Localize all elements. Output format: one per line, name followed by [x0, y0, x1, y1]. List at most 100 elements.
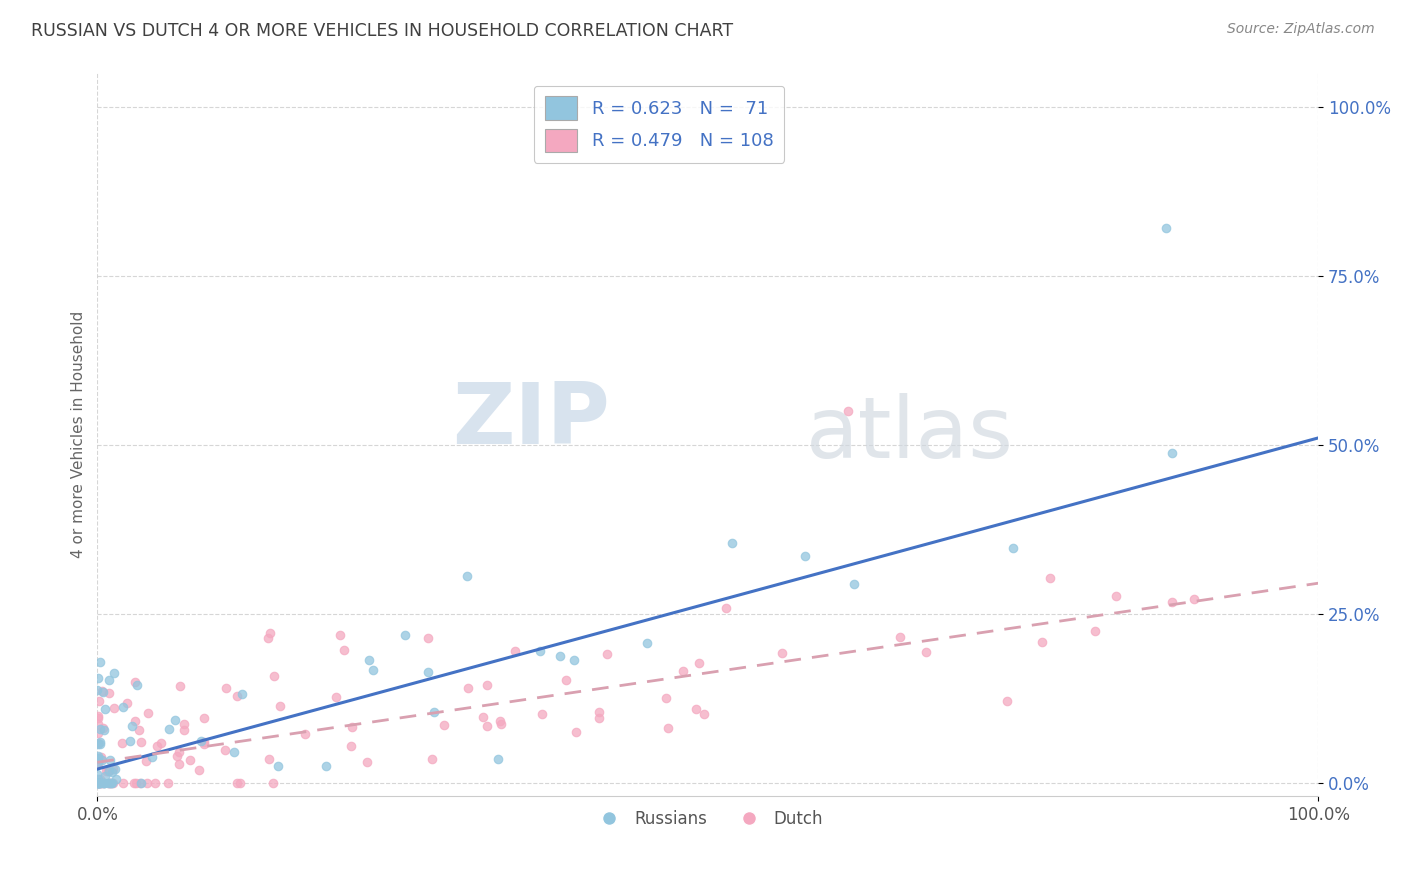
- Point: [165, 713, 187, 727]
- Point: [87, 775, 110, 789]
- Point: [89, 775, 111, 789]
- Point: [87, 709, 110, 723]
- Point: [157, 722, 180, 736]
- Text: Source: ZipAtlas.com: Source: ZipAtlas.com: [1227, 22, 1375, 37]
- Point: [1154, 221, 1177, 235]
- Point: [149, 736, 172, 750]
- Point: [995, 694, 1018, 708]
- Text: atlas: atlas: [806, 393, 1014, 476]
- Point: [94, 702, 117, 716]
- Point: [112, 775, 135, 789]
- Point: [530, 707, 553, 722]
- Point: [685, 702, 707, 716]
- Point: [357, 653, 380, 667]
- Point: [87, 775, 110, 789]
- Point: [93, 775, 115, 789]
- Point: [87, 772, 110, 786]
- Point: [86, 775, 108, 789]
- Point: [889, 630, 911, 644]
- Point: [259, 625, 281, 640]
- Point: [529, 644, 551, 658]
- Y-axis label: 4 or more Vehicles in Household: 4 or more Vehicles in Household: [72, 311, 86, 558]
- Point: [145, 775, 167, 789]
- Text: ZIP: ZIP: [453, 378, 610, 461]
- Point: [418, 631, 440, 645]
- Point: [97, 764, 120, 778]
- Point: [87, 775, 110, 789]
- Point: [325, 690, 347, 704]
- Point: [263, 669, 285, 683]
- Point: [294, 727, 316, 741]
- Point: [688, 656, 710, 670]
- Point: [135, 754, 157, 768]
- Point: [125, 775, 148, 789]
- Point: [90, 683, 112, 698]
- Point: [90, 750, 112, 764]
- Point: [173, 723, 195, 738]
- Point: [225, 775, 247, 789]
- Point: [98, 775, 121, 789]
- Point: [86, 756, 108, 771]
- Point: [103, 666, 125, 681]
- Point: [89, 655, 111, 669]
- Point: [115, 697, 138, 711]
- Point: [794, 549, 817, 563]
- Point: [87, 694, 110, 708]
- Point: [97, 775, 120, 789]
- Point: [361, 663, 384, 677]
- Point: [91, 721, 114, 735]
- Point: [90, 775, 112, 789]
- Point: [104, 762, 127, 776]
- Point: [222, 745, 245, 759]
- Point: [423, 706, 446, 720]
- Point: [471, 709, 494, 723]
- Point: [588, 711, 610, 725]
- Point: [714, 601, 737, 615]
- Point: [128, 723, 150, 737]
- Point: [456, 569, 478, 583]
- Point: [329, 627, 352, 641]
- Point: [97, 764, 120, 779]
- Point: [269, 699, 291, 714]
- Point: [169, 757, 191, 772]
- Point: [214, 743, 236, 757]
- Point: [98, 775, 121, 789]
- Point: [122, 775, 145, 789]
- Point: [231, 688, 253, 702]
- Point: [636, 636, 658, 650]
- Point: [262, 775, 284, 789]
- Point: [86, 683, 108, 698]
- Point: [141, 749, 163, 764]
- Point: [1002, 541, 1025, 555]
- Point: [1039, 571, 1062, 585]
- Point: [90, 775, 112, 789]
- Point: [86, 775, 108, 789]
- Point: [93, 723, 115, 738]
- Point: [340, 720, 363, 734]
- Point: [169, 679, 191, 693]
- Point: [356, 756, 378, 770]
- Point: [503, 643, 526, 657]
- Point: [87, 775, 110, 789]
- Point: [91, 685, 114, 699]
- Text: RUSSIAN VS DUTCH 4 OR MORE VEHICLES IN HOUSEHOLD CORRELATION CHART: RUSSIAN VS DUTCH 4 OR MORE VEHICLES IN H…: [31, 22, 733, 40]
- Point: [548, 649, 571, 664]
- Point: [98, 753, 121, 767]
- Point: [187, 763, 209, 777]
- Point: [315, 758, 337, 772]
- Point: [101, 763, 124, 777]
- Point: [167, 745, 190, 759]
- Point: [173, 717, 195, 731]
- Point: [86, 737, 108, 751]
- Point: [1182, 591, 1205, 606]
- Point: [89, 738, 111, 752]
- Point: [124, 714, 146, 729]
- Point: [475, 719, 498, 733]
- Point: [96, 764, 118, 778]
- Point: [86, 767, 108, 781]
- Point: [94, 768, 117, 782]
- Point: [562, 652, 585, 666]
- Point: [89, 775, 111, 789]
- Point: [1160, 445, 1182, 459]
- Point: [226, 689, 249, 703]
